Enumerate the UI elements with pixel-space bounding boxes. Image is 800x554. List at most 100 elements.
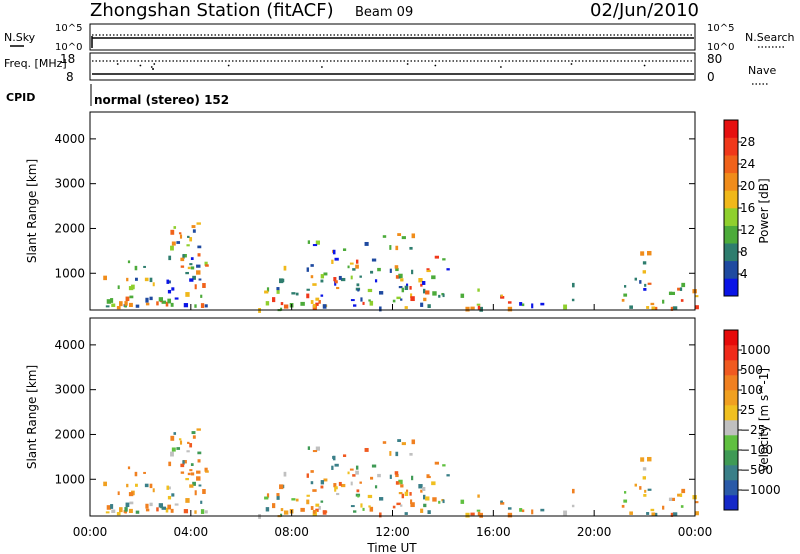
- velocity-cell: [521, 509, 525, 513]
- colorbar-swatch: [724, 278, 738, 297]
- velocity-cell: [624, 491, 627, 494]
- power-cell: [336, 286, 340, 290]
- velocity-cell: [563, 510, 568, 516]
- velocity-cell: [312, 489, 317, 492]
- power-cell: [531, 303, 534, 309]
- velocity-cell: [623, 499, 628, 503]
- power-cell: [446, 268, 450, 271]
- power-cell: [395, 245, 399, 251]
- y-tick-label: 4000: [54, 132, 85, 146]
- velocity-cell: [174, 503, 179, 506]
- power-cell: [404, 285, 409, 291]
- power-ylabel: Slant Range [km]: [25, 159, 39, 263]
- y-tick-label: 3000: [54, 383, 85, 397]
- velocity-cell: [647, 456, 652, 462]
- velocity-cell: [204, 467, 208, 472]
- velocity-cell: [182, 459, 187, 464]
- power-cell: [171, 241, 176, 246]
- power-cell: [306, 267, 309, 272]
- velocity-cell: [128, 492, 134, 497]
- power-cell: [110, 298, 114, 303]
- freq-right-tick-top: 80: [707, 52, 722, 66]
- colorbar-tick-label: −100: [740, 443, 773, 457]
- velocity-cell: [170, 435, 175, 441]
- velocity-cell: [192, 481, 196, 486]
- power-panel-frame: [89, 111, 696, 311]
- power-cell: [395, 267, 399, 272]
- velocity-cell: [369, 506, 374, 512]
- colorbar-tick-label: 24: [740, 157, 755, 171]
- colorbar-swatch: [724, 137, 738, 156]
- freq-left-tick-top: 18: [60, 52, 75, 66]
- power-cell: [166, 279, 170, 284]
- velocity-cell: [156, 507, 159, 512]
- noise-left-label: N.Sky: [4, 31, 36, 44]
- colorbar-swatch: [724, 450, 738, 466]
- power-cell: [124, 301, 128, 306]
- velocity-cell: [165, 507, 169, 513]
- velocity-cell: [404, 512, 408, 515]
- power-cell: [422, 280, 426, 285]
- velocity-cell: [144, 483, 149, 488]
- freq-dip-point: [434, 64, 437, 67]
- velocity-cell: [377, 473, 381, 478]
- power-cell: [183, 303, 189, 308]
- velocity-cell: [124, 507, 128, 512]
- power-cell: [644, 283, 647, 287]
- velocity-cell: [425, 496, 430, 501]
- velocity-cell: [176, 447, 181, 450]
- power-cell: [357, 289, 360, 292]
- power-cell: [334, 280, 338, 284]
- velocity-cell: [650, 508, 655, 512]
- power-cell: [470, 306, 475, 310]
- colorbar-tick-label: 16: [740, 201, 755, 215]
- power-cell: [126, 277, 129, 282]
- power-cell: [197, 253, 201, 257]
- power-cell: [280, 307, 283, 311]
- velocity-cell: [194, 510, 197, 514]
- velocity-cell: [382, 441, 387, 444]
- velocity-cell: [167, 504, 172, 510]
- power-cell: [310, 264, 314, 267]
- velocity-cell: [128, 508, 133, 514]
- power-cell: [196, 222, 201, 225]
- colorbar-swatch: [724, 495, 738, 511]
- velocity-cell: [500, 502, 505, 505]
- velocity-cell: [426, 475, 431, 479]
- power-cell: [621, 298, 625, 302]
- velocity-cell: [283, 471, 287, 477]
- velocity-cell: [479, 512, 483, 518]
- velocity-cell: [117, 491, 120, 496]
- velocity-cell: [196, 476, 201, 481]
- velocity-cell: [205, 470, 209, 473]
- velocity-cell: [196, 428, 201, 431]
- power-cell: [191, 225, 196, 229]
- velocity-colorbar: 1000 500 100 25 −25 −100 −500 −1000: [723, 329, 781, 511]
- velocity-cell: [629, 511, 633, 515]
- colorbar-swatch: [724, 225, 738, 244]
- colorbar-swatch: [724, 155, 738, 174]
- velocity-cell: [200, 509, 205, 514]
- velocity-cell: [404, 491, 409, 497]
- power-cell: [202, 283, 206, 288]
- power-cell: [161, 300, 167, 304]
- colorbar-tick-label: 20: [740, 179, 755, 193]
- velocity-cell: [634, 483, 638, 487]
- power-cell: [174, 297, 179, 300]
- power-cell: [158, 297, 164, 302]
- colorbar-swatch: [724, 190, 738, 209]
- time-x-ticks: 00:00 04:00 08:00 12:00 16:00 20:00 00:00: [73, 304, 712, 539]
- velocity-cell: [334, 486, 338, 490]
- velocity-cell: [179, 440, 183, 445]
- power-cell: [116, 306, 121, 310]
- power-cell: [411, 233, 416, 239]
- power-cell: [264, 290, 269, 294]
- power-cell: [119, 301, 123, 307]
- velocity-cell: [127, 466, 131, 470]
- power-cell: [500, 294, 503, 297]
- velocity-cell: [677, 493, 682, 497]
- power-cell: [653, 306, 658, 310]
- power-cell: [189, 237, 193, 242]
- power-cell: [519, 302, 523, 306]
- power-cell: [397, 233, 402, 236]
